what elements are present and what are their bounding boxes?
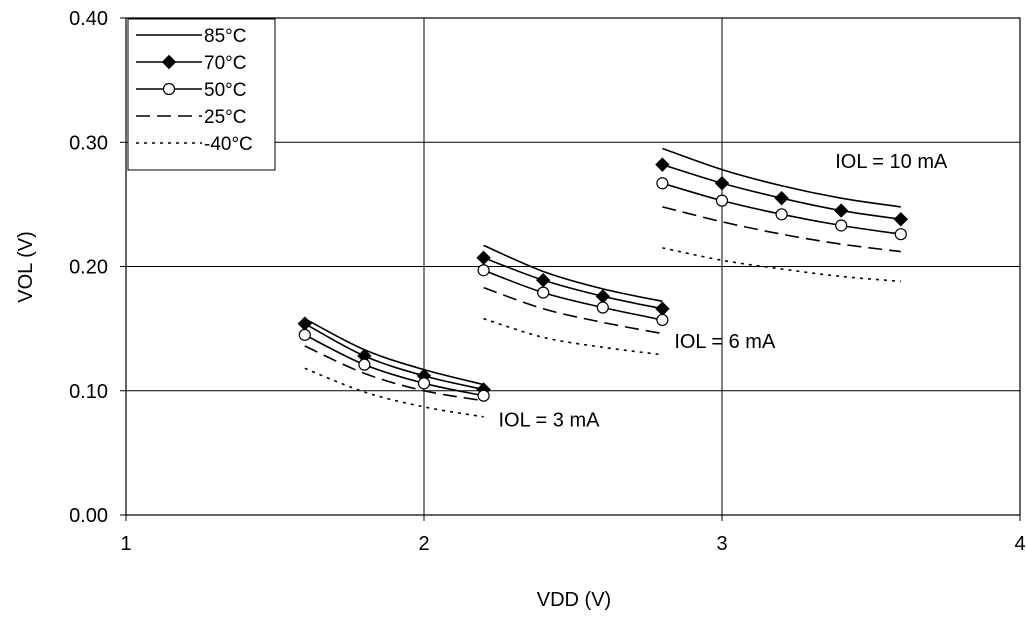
data-point: [358, 358, 371, 371]
data-point: [535, 272, 551, 288]
series-2: [298, 177, 907, 402]
series-1: [297, 157, 909, 397]
series-line: [304, 345, 484, 402]
data-point: [537, 286, 550, 299]
annotation-label: IOL = 3 mA: [499, 409, 601, 431]
legend-label: 70°C: [204, 53, 246, 74]
series-0: [304, 147, 901, 386]
data-point: [477, 389, 490, 402]
annotation-label: IOL = 6 mA: [674, 331, 776, 353]
data-series: [297, 147, 909, 418]
data-point: [715, 194, 729, 207]
data-point: [835, 219, 848, 232]
series-line: [304, 317, 484, 386]
data-point: [893, 212, 909, 227]
legend-box: [127, 18, 276, 171]
data-point: [596, 301, 609, 314]
y-tick-label: 0.30: [69, 132, 108, 154]
y-tick-label: 0.00: [69, 505, 108, 527]
data-point: [894, 228, 907, 241]
data-point: [297, 316, 313, 331]
x-tick-label: 2: [418, 533, 429, 555]
data-point: [775, 208, 788, 221]
data-point: [833, 203, 849, 218]
y-tick-label: 0.20: [69, 257, 108, 279]
series-line: [662, 147, 901, 208]
annotation-label: IOL = 10 mA: [835, 151, 948, 173]
data-point: [774, 190, 789, 206]
legend-label: 50°C: [204, 80, 246, 101]
data-point: [417, 377, 431, 390]
series-line: [662, 206, 901, 253]
annotations: IOL = 10 mA IOL = 6 mA IOL = 3 mA: [499, 151, 948, 431]
data-point: [476, 250, 491, 266]
data-point: [656, 177, 669, 190]
series-line: [483, 257, 663, 310]
series-line: [304, 322, 484, 391]
series-line: [483, 317, 663, 356]
data-point: [595, 289, 611, 304]
x-axis-title: VDD (V): [537, 589, 611, 611]
legend-marker: [161, 54, 177, 70]
series-line: [304, 367, 484, 418]
legend-label: 25°C: [204, 107, 246, 128]
data-point: [298, 328, 311, 341]
data-point: [714, 176, 730, 191]
axis-ticks: 1 2 3 4 0.00 0.10 0.20 0.30 0.40: [69, 8, 1026, 555]
x-tick-label: 3: [716, 533, 727, 555]
data-point: [656, 313, 669, 327]
series-line: [483, 286, 663, 335]
y-tick-label: 0.40: [69, 8, 108, 30]
data-point: [655, 301, 670, 316]
y-axis-title: VOL (V): [15, 231, 37, 303]
series-line: [483, 269, 663, 321]
y-tick-label: 0.10: [69, 381, 108, 403]
legend: 85°C 70°C 50°C 25°C -40°C: [127, 18, 276, 171]
series-line: [662, 247, 901, 283]
x-tick-label: 4: [1014, 533, 1025, 555]
series-line: [304, 334, 484, 397]
legend-label: 85°C: [204, 26, 246, 47]
legend-label: -40°C: [204, 134, 253, 155]
series-4: [304, 247, 901, 418]
series-3: [304, 206, 901, 402]
data-point: [477, 264, 490, 277]
data-point: [655, 157, 670, 172]
x-tick-label: 1: [120, 533, 131, 555]
legend-marker: [162, 82, 176, 96]
series-line: [483, 244, 663, 303]
